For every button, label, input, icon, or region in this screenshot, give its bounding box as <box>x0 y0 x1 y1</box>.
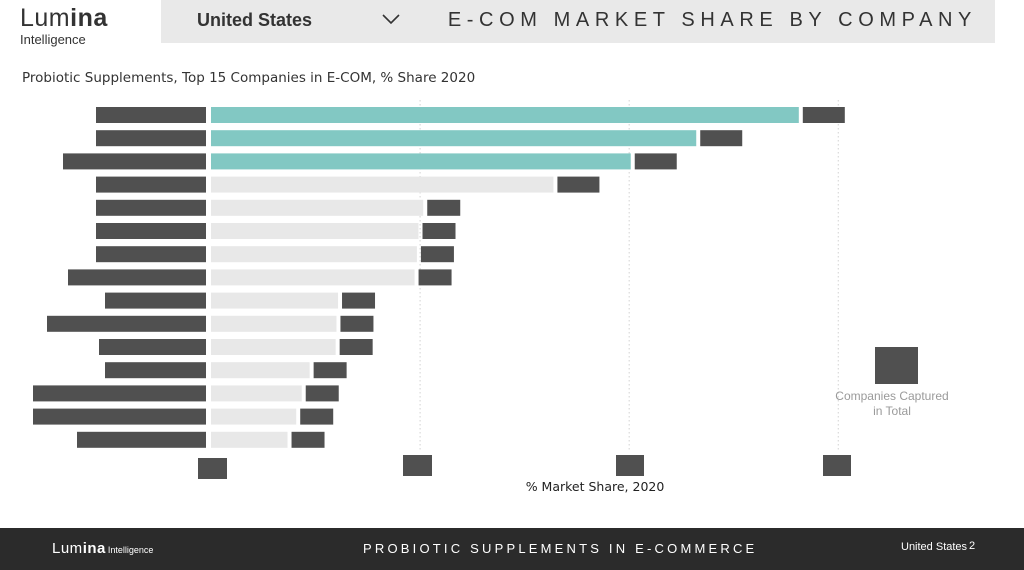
page-number: 2 <box>969 540 976 552</box>
value-label-redacted <box>420 246 454 263</box>
page-heading: E-COM MARKET SHARE BY COMPANY <box>447 9 977 31</box>
x-tick-labels <box>198 455 851 479</box>
bar <box>211 107 799 123</box>
chevron-down-icon <box>382 14 400 25</box>
value-label-redacted <box>300 408 334 425</box>
value-label-redacted <box>339 339 373 355</box>
bar <box>211 292 339 309</box>
x-tick-label-redacted <box>823 455 851 476</box>
value-label-redacted <box>427 199 461 216</box>
value-label-redacted <box>340 315 374 332</box>
category-label-redacted <box>96 223 206 239</box>
legend-swatch <box>875 347 918 384</box>
value-labels <box>291 107 845 448</box>
footer: Lumina Intelligence PROBIOTIC SUPPLEMENTS… <box>0 528 1024 570</box>
value-label-redacted <box>305 385 339 402</box>
category-label-redacted <box>96 107 206 123</box>
bar <box>211 362 310 379</box>
value-label-redacted <box>342 292 376 309</box>
bar <box>211 246 417 263</box>
legend-label: Companies Captured in Total <box>835 389 949 418</box>
bar <box>211 408 297 425</box>
bar <box>211 315 337 332</box>
value-label-redacted <box>557 176 600 193</box>
category-labels <box>33 107 206 448</box>
bar <box>211 176 554 193</box>
x-tick-label-redacted <box>198 458 227 479</box>
value-label-redacted <box>418 269 452 286</box>
gridlines <box>419 100 839 452</box>
category-label-redacted <box>77 431 206 448</box>
footer-logo: Lumina Intelligence <box>52 540 154 557</box>
category-label-redacted <box>105 362 206 379</box>
bar <box>211 339 336 355</box>
category-label-redacted <box>63 153 206 170</box>
bar <box>211 199 424 216</box>
category-label-redacted <box>96 246 206 263</box>
x-tick-label-redacted <box>403 455 432 476</box>
x-tick-label-redacted <box>616 455 644 476</box>
value-label-redacted <box>313 362 347 379</box>
bar <box>211 269 415 286</box>
category-label-redacted <box>96 176 206 193</box>
header-bar: United States E-COM MARKET SHARE BY COMP… <box>161 0 995 43</box>
value-label-redacted <box>802 107 845 123</box>
category-label-redacted <box>105 292 206 309</box>
bar <box>211 130 697 147</box>
footer-title: PROBIOTIC SUPPLEMENTS IN E-COMMERCE <box>363 541 758 556</box>
bar <box>211 223 419 239</box>
bar <box>211 385 302 402</box>
logo-wordmark: Lumina <box>20 4 108 32</box>
category-label-redacted <box>47 315 206 332</box>
brand-logo: Lumina Intelligence <box>20 4 108 47</box>
footer-country: United States <box>901 541 968 553</box>
category-label-redacted <box>33 408 206 425</box>
value-label-redacted <box>634 153 677 170</box>
bars <box>211 107 799 448</box>
bar <box>211 431 288 448</box>
value-label-redacted <box>700 130 743 147</box>
bar <box>211 153 631 170</box>
value-label-redacted <box>422 223 456 239</box>
country-dropdown-value: United States <box>197 10 313 30</box>
x-axis-title: % Market Share, 2020 <box>526 479 665 494</box>
chart-title: Probiotic Supplements, Top 15 Companies … <box>22 70 476 86</box>
value-label-redacted <box>291 431 325 448</box>
market-share-chart: % Market Share, 2020 <box>33 100 851 494</box>
country-dropdown[interactable]: United States <box>197 10 400 31</box>
logo-subtitle: Intelligence <box>20 32 86 47</box>
category-label-redacted <box>96 130 206 147</box>
category-label-redacted <box>99 339 206 355</box>
category-label-redacted <box>96 199 206 216</box>
category-label-redacted <box>33 385 206 402</box>
category-label-redacted <box>68 269 206 286</box>
